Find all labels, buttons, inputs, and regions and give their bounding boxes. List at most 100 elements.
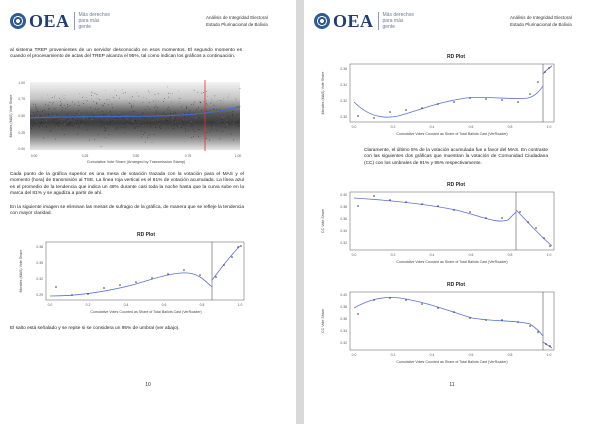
scatter-speck [141,136,142,138]
scatter-ytick: 0.75 [18,97,25,101]
scatter-speck [94,93,96,94]
rd-point [549,345,551,347]
scatter-speck [118,112,120,113]
scatter-speck [234,119,236,121]
scatter-speck [92,120,94,121]
scatter-speck [229,124,230,125]
scatter-speck [133,105,134,107]
scatter-speck [60,105,61,106]
scatter-speck [73,125,74,127]
scatter-speck [208,105,209,106]
scatter-speck [134,128,136,129]
scatter-speck [78,105,79,107]
scatter-speck [226,124,228,125]
scatter-speck [69,124,70,126]
scatter-speck [215,107,216,109]
scatter-speck [126,115,128,116]
scatter-speck [178,115,179,117]
scatter-speck [121,89,123,91]
rd-ytick: 0.36 [340,317,347,321]
scatter-speck [223,98,224,99]
scatter-speck [51,97,53,98]
rd-fit-curve-left [353,197,517,222]
rd-xtick: 1.0 [238,303,243,307]
scatter-speck [110,126,112,128]
scatter-speck [67,106,68,108]
scatter-speck [167,120,169,121]
scatter-speck [136,117,137,118]
scatter-speck [54,96,55,98]
scatter-speck [212,121,214,122]
scatter-speck [208,137,210,139]
scatter-speck [106,99,108,101]
scatter-speck [150,113,152,114]
scatter-speck [139,109,141,110]
scatter-speck [54,119,55,121]
rd-fit-curve-left [353,297,544,337]
scatter-speck [129,111,131,113]
scatter-speck [232,103,234,105]
scatter-speck [88,117,90,118]
scatter-speck [37,109,38,110]
scatter-speck [182,121,183,122]
rd-point [537,81,539,83]
scatter-speck [124,123,125,125]
scatter-speck [181,106,182,108]
rd-point [373,117,375,119]
scatter-speck [96,94,98,95]
rd-ytick: 0.40 [340,293,347,297]
scatter-speck [34,114,35,116]
scatter-speck [116,106,118,107]
scatter-speck [86,129,88,131]
scatter-speck [70,111,72,112]
scatter-speck [165,114,167,116]
scatter-speck [171,112,172,113]
scatter-speck [216,101,218,102]
rd-point [437,103,439,105]
scatter-speck [111,137,112,139]
scatter-speck [56,107,57,108]
scatter-speck [75,123,77,125]
scatter-speck [206,132,207,133]
page-header: Análisis de Integridad Electoral Estado … [510,14,588,28]
scatter-speck [149,123,151,125]
rd-xtick: 0.6 [469,253,474,257]
scatter-speck [41,97,43,99]
scatter-speck [193,136,194,137]
scatter-speck [135,120,136,121]
scatter-ytick: 0.25 [18,131,25,135]
scatter-xtick: 0.75 [185,154,192,158]
scatter-speck [158,122,159,123]
scatter-speck [49,113,51,115]
scatter-speck [111,115,113,117]
rd-ytick: 0.38 [340,305,347,309]
header-line-2: Estado Plurinacional de Bolivia [510,22,572,27]
scatter-speck [148,108,150,110]
scatter-speck [154,107,155,108]
scatter-speck [235,112,237,114]
rd-plot-frame [349,63,555,123]
scatter-speck [171,101,173,102]
scatter-speck [178,97,179,99]
scatter-speck [161,109,163,110]
rd-scatter-points [357,67,550,119]
scatter-speck [90,136,92,137]
scatter-speck [223,101,224,103]
scatter-speck [223,132,225,134]
paragraph-next-image: En la siguiente imagen se eliminan las m… [10,205,244,217]
paragraph-contrast: Claramente, el último 5% de la votación … [364,148,548,166]
scatter-speck [130,102,131,104]
scatter-speck [198,136,199,137]
scatter-speck [190,106,192,107]
rd-xtick: 0.6 [162,303,167,307]
scatter-speck [203,92,204,93]
rd-point [469,317,471,319]
scatter-speck [180,131,182,132]
scatter-speck [92,119,94,120]
scatter-speck [142,125,144,126]
paragraph-explanation: Cada punto de la gráfica superior es una… [10,172,244,197]
scatter-speck [158,107,160,108]
scatter-speck [149,110,150,112]
scatter-speck [61,103,62,105]
scatter-speck [144,109,146,110]
